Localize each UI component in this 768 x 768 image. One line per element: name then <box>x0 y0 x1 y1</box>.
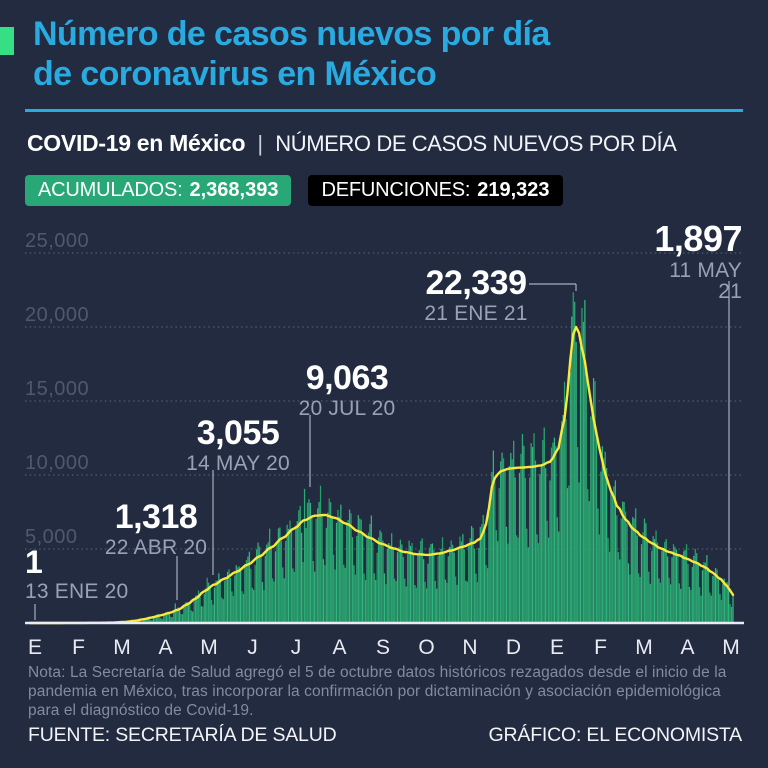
x-tick-label: E <box>549 636 565 659</box>
badge-acumulados: ACUMULADOS: 2,368,393 <box>25 175 292 206</box>
annotation-value: 22,339 <box>425 264 528 302</box>
annotation-value: 1 <box>25 544 43 580</box>
badge-acumulados-label: ACUMULADOS: <box>38 179 183 201</box>
annotation-date: 21 ENE 21 <box>424 302 528 325</box>
x-tick-label: M <box>113 636 131 659</box>
title-accent-square <box>0 27 14 55</box>
stat-badges: ACUMULADOS: 2,368,393 DEFUNCIONES: 219,3… <box>25 175 563 206</box>
badge-acumulados-value: 2,368,393 <box>189 179 279 201</box>
annotation: 22,339 21 ENE 21 <box>424 266 527 324</box>
header-divider <box>25 109 743 112</box>
footnote: Nota: La Secretaría de Salud agregó el 5… <box>28 664 727 719</box>
y-tick-label: 10,000 <box>25 452 90 474</box>
x-tick-label: M <box>200 636 218 659</box>
x-tick-label: F <box>594 636 607 659</box>
annotation-callout-lines <box>34 281 730 620</box>
badge-defunciones-value: 219,323 <box>477 179 550 201</box>
page-title: Número de casos nuevos por día de coronav… <box>33 14 550 94</box>
footer-row: FUENTE: SECRETARÍA DE SALUD GRÁFICO: EL … <box>28 724 742 747</box>
annotation-date: 22 ABR 20 <box>104 536 208 559</box>
badge-defunciones-label: DEFUNCIONES: <box>321 179 471 201</box>
annotation-value: 3,055 <box>196 414 280 452</box>
y-tick-label: 15,000 <box>25 378 90 400</box>
subtitle-separator: | <box>257 131 264 156</box>
annotation: 1,897 11 MAY 21 <box>654 218 742 303</box>
y-tick-label: 20,000 <box>25 304 90 326</box>
x-tick-label: A <box>680 636 695 659</box>
x-tick-label: O <box>418 636 435 659</box>
annotation-value: 9,063 <box>305 359 389 397</box>
annotation: 3,055 14 MAY 20 <box>186 416 290 474</box>
chart-subtitle: COVID-19 en México | NÚMERO DE CASOS NUE… <box>27 130 677 157</box>
credit-label: GRÁFICO: EL ECONOMISTA <box>488 724 743 746</box>
x-tick-label: J <box>290 636 302 659</box>
page-title-line1: Número de casos nuevos por día <box>33 15 550 53</box>
annotation-date: 11 MAY 21 <box>669 259 742 303</box>
x-tick-label: N <box>462 636 478 659</box>
x-tick-label: E <box>27 636 43 659</box>
x-tick-label: D <box>505 636 522 659</box>
annotation-date: 13 ENE 20 <box>25 580 129 603</box>
subtitle-main: COVID-19 en México <box>27 130 246 156</box>
source-label: FUENTE: SECRETARÍA DE SALUD <box>28 724 337 746</box>
y-tick-label: 25,000 <box>25 230 90 252</box>
annotation-value: 1,897 <box>654 218 742 259</box>
annotation: 1,318 22 ABR 20 <box>105 500 207 558</box>
x-tick-label: A <box>332 636 347 659</box>
x-tick-label: F <box>72 636 85 659</box>
annotation-date: 14 MAY 20 <box>186 452 290 475</box>
x-tick-label: J <box>247 636 258 659</box>
annotation-value: 1,318 <box>114 498 198 536</box>
y-tick-label: 5,000 <box>25 526 78 548</box>
x-tick-label: M <box>722 636 740 659</box>
page-title-line2: de coronavirus en México <box>33 55 437 93</box>
badge-defunciones: DEFUNCIONES: 219,323 <box>308 175 563 206</box>
x-tick-label: M <box>635 636 653 659</box>
x-tick-label: S <box>375 636 391 659</box>
subtitle-detail: NÚMERO DE CASOS NUEVOS POR DÍA <box>275 131 677 156</box>
annotation-date: 20 JUL 20 <box>298 397 396 420</box>
annotation: 9,063 20 JUL 20 <box>299 361 396 419</box>
annotation: 1 13 ENE 20 <box>25 546 128 602</box>
x-tick-label: A <box>158 636 173 659</box>
